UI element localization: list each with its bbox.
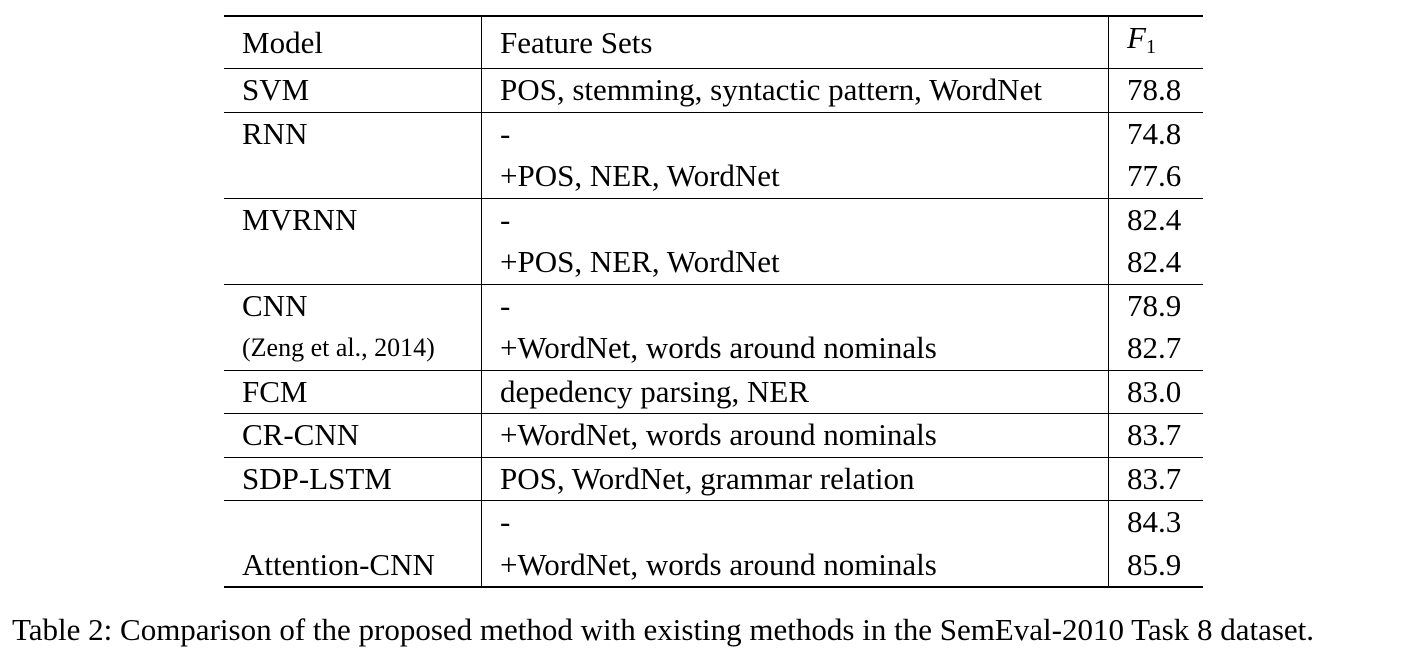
model-cell: RNN bbox=[224, 111, 482, 155]
table-row: CNN - 78.9 bbox=[224, 283, 1203, 327]
header-row: Model Feature Sets F1 bbox=[224, 15, 1203, 69]
header-f1-var: F bbox=[1127, 20, 1146, 55]
table-row: RNN - 74.8 bbox=[224, 111, 1203, 155]
feature-cell: POS, stemming, syntactic pattern, WordNe… bbox=[481, 68, 1109, 112]
f1-cell: 83.7 bbox=[1108, 413, 1203, 457]
header-model: Model bbox=[224, 15, 482, 69]
f1-cell: 83.0 bbox=[1108, 369, 1203, 414]
f1-cell: 82.4 bbox=[1108, 197, 1203, 241]
feature-cell: depedency parsing, NER bbox=[481, 369, 1109, 414]
feature-cell: +WordNet, words around nominals bbox=[481, 327, 1109, 370]
table-row: - 84.3 bbox=[224, 500, 1203, 544]
f1-cell: 78.8 bbox=[1108, 68, 1203, 112]
f1-cell-best: 84.3 bbox=[1108, 500, 1203, 544]
results-table: Model Feature Sets F1 SVM POS, stemming,… bbox=[224, 15, 1203, 588]
table-row: CR-CNN +WordNet, words around nominals 8… bbox=[224, 413, 1203, 457]
f1-cell: 78.9 bbox=[1108, 283, 1203, 327]
feature-cell: - bbox=[481, 197, 1109, 241]
model-cell bbox=[224, 241, 482, 284]
f1-cell-best: 85.9 bbox=[1108, 543, 1203, 588]
model-cell bbox=[224, 155, 482, 198]
f1-cell: 82.7 bbox=[1108, 327, 1203, 370]
header-f1: F1 bbox=[1108, 15, 1203, 69]
table-caption: Table 2: Comparison of the proposed meth… bbox=[12, 612, 1315, 647]
feature-cell: +POS, NER, WordNet bbox=[481, 241, 1109, 284]
f1-cell: 77.6 bbox=[1108, 155, 1203, 198]
header-feature-sets: Feature Sets bbox=[481, 15, 1109, 69]
f1-cell: 74.8 bbox=[1108, 111, 1203, 155]
feature-cell: - bbox=[481, 111, 1109, 155]
table-row: +POS, NER, WordNet 82.4 bbox=[224, 241, 1203, 284]
model-cell: CR-CNN bbox=[224, 413, 482, 457]
model-cell: SVM bbox=[224, 68, 482, 112]
model-cell: MVRNN bbox=[224, 197, 482, 241]
header-f1-sub: 1 bbox=[1145, 36, 1156, 58]
table-row: Attention-CNN +WordNet, words around nom… bbox=[224, 543, 1203, 588]
table-row: MVRNN - 82.4 bbox=[224, 197, 1203, 241]
model-cell bbox=[224, 500, 482, 544]
f1-cell: 83.7 bbox=[1108, 456, 1203, 501]
citation-cell: (Zeng et al., 2014) bbox=[242, 333, 435, 363]
feature-cell: POS, WordNet, grammar relation bbox=[481, 456, 1109, 501]
feature-cell: - bbox=[481, 283, 1109, 327]
model-cell: FCM bbox=[224, 369, 482, 414]
table-row: SVM POS, stemming, syntactic pattern, Wo… bbox=[224, 68, 1203, 112]
feature-cell: +WordNet, words around nominals bbox=[481, 413, 1109, 457]
table-row: (Zeng et al., 2014) +WordNet, words arou… bbox=[224, 327, 1203, 370]
proposed-model-cell: Attention-CNN bbox=[224, 543, 482, 588]
feature-cell: - bbox=[481, 500, 1109, 544]
model-cell: SDP-LSTM bbox=[224, 456, 482, 501]
model-cell: CNN bbox=[224, 283, 482, 327]
table-row: FCM depedency parsing, NER 83.0 bbox=[224, 369, 1203, 414]
table-row: +POS, NER, WordNet 77.6 bbox=[224, 155, 1203, 198]
feature-cell: +POS, NER, WordNet bbox=[481, 155, 1109, 198]
feature-cell: +WordNet, words around nominals bbox=[481, 543, 1109, 588]
table-row: SDP-LSTM POS, WordNet, grammar relation … bbox=[224, 456, 1203, 501]
f1-cell: 82.4 bbox=[1108, 241, 1203, 284]
